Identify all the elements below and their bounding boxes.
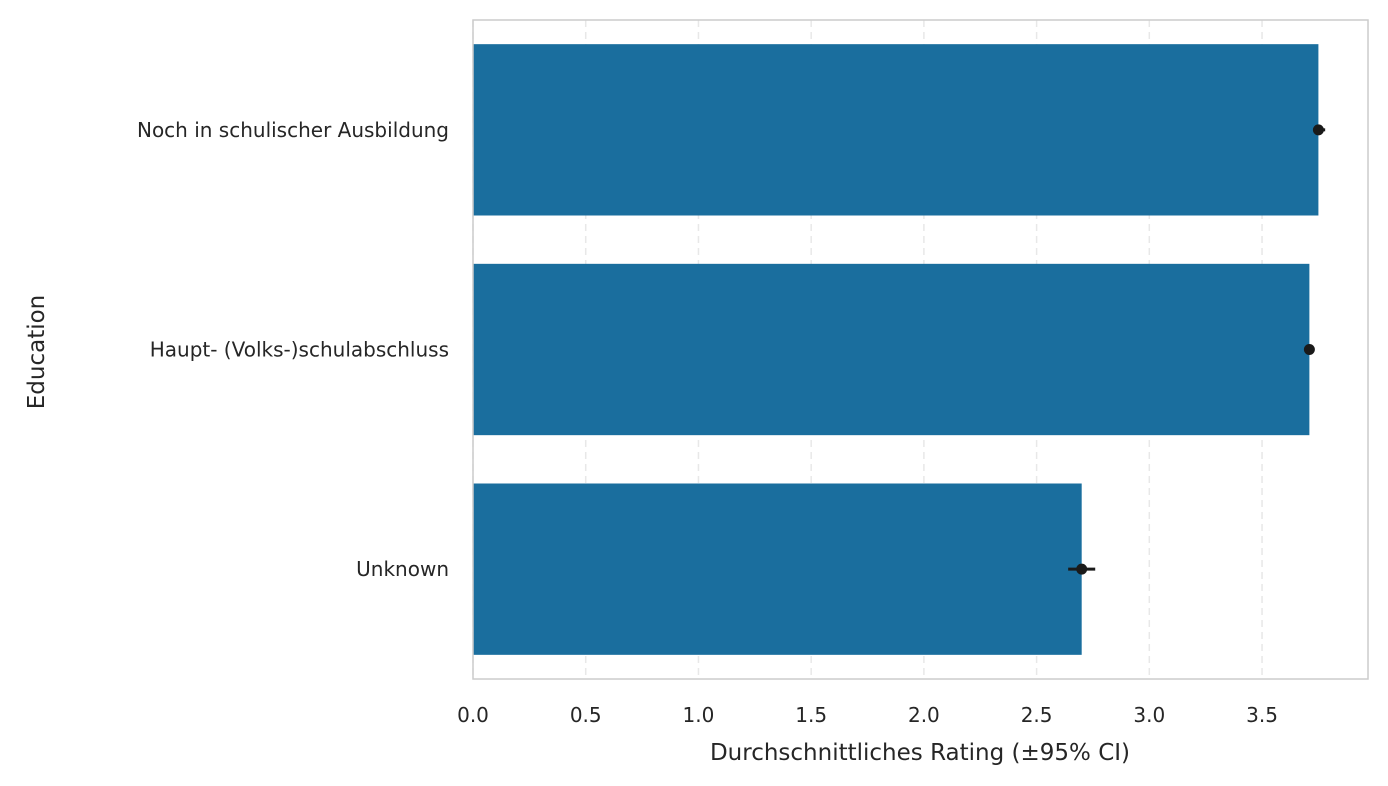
- error-point: [1303, 344, 1315, 355]
- x-tick-label: 1.0: [683, 703, 715, 727]
- x-tick-label: 0.0: [457, 703, 489, 727]
- error-point: [1076, 563, 1088, 575]
- x-tick-label: 3.0: [1133, 703, 1165, 727]
- y-axis-title: Education: [24, 295, 50, 410]
- y-tick-labels: Noch in schulischer Ausbildung Haupt- (Vo…: [137, 118, 449, 581]
- bars: [473, 44, 1319, 655]
- y-tick-label: Noch in schulischer Ausbildung: [137, 118, 449, 142]
- plot-frame: [472, 19, 1369, 680]
- bar: [473, 483, 1082, 655]
- x-axis-title: Durchschnittliches Rating (±95% CI): [710, 740, 1130, 766]
- bar: [473, 44, 1319, 216]
- error-point: [1312, 124, 1324, 136]
- x-tick-label: 2.0: [908, 703, 940, 727]
- x-tick-label: 1.5: [795, 703, 827, 727]
- y-tick-label: Haupt- (Volks-)schulabschluss: [150, 338, 449, 362]
- error-bars: [1068, 124, 1326, 575]
- x-tick-label: 2.5: [1021, 703, 1053, 727]
- y-tick-label: Unknown: [356, 557, 449, 581]
- x-tick-label: 0.5: [570, 703, 602, 727]
- x-tick-labels: 0.0 0.5 1.0 1.5 2.0 2.5 3.0 3.5: [457, 703, 1278, 727]
- bar: [473, 263, 1310, 436]
- x-tick-label: 3.5: [1246, 703, 1278, 727]
